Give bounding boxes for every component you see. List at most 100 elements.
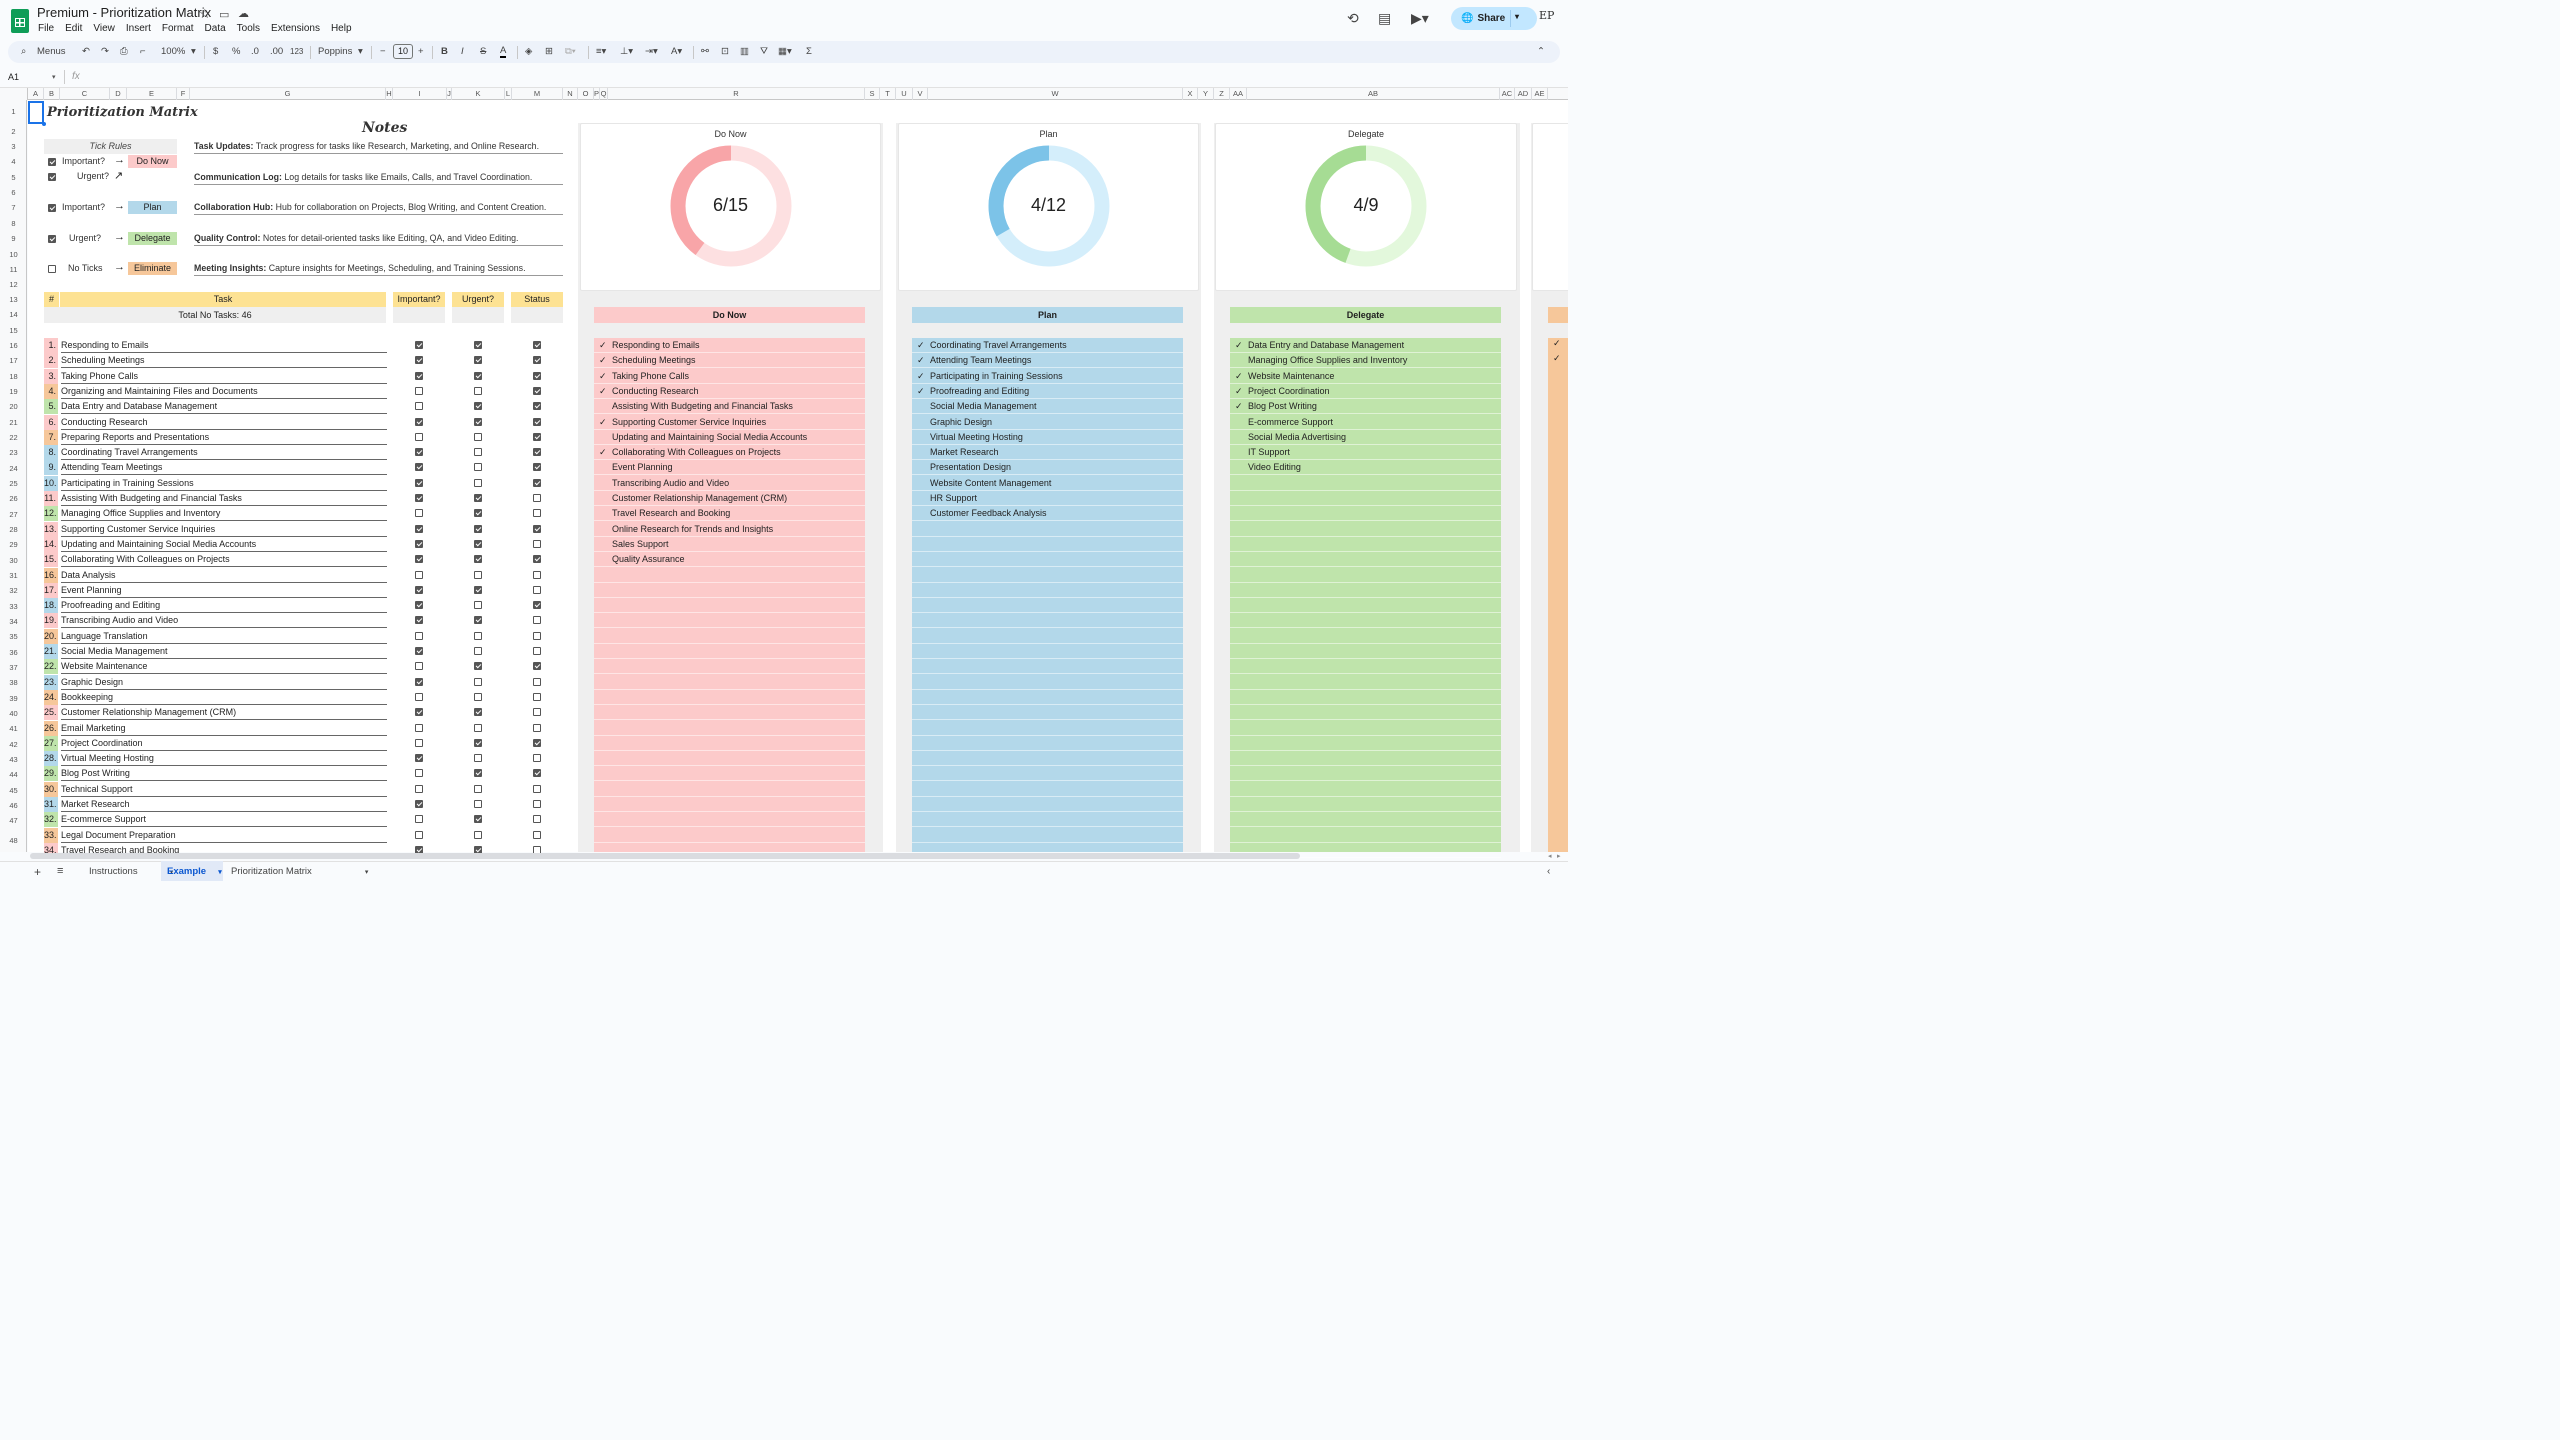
quadrant-list-item[interactable]: Transcribing Audio and Video [594, 476, 865, 491]
quadrant-list-item[interactable]: Event Planning [594, 460, 865, 476]
column-header-q[interactable]: Q [600, 88, 608, 100]
column-header-e[interactable]: E [127, 88, 177, 100]
menu-view[interactable]: View [93, 23, 115, 34]
row-header-32[interactable]: 32 [9, 586, 18, 595]
row-header-17[interactable]: 17 [9, 356, 18, 365]
task-name[interactable]: Conducting Research [61, 415, 387, 430]
filter-views-icon[interactable]: ▦▾ [778, 46, 792, 57]
task-name[interactable]: Organizing and Maintaining Files and Doc… [61, 384, 387, 399]
urgent-checkbox[interactable] [474, 356, 482, 365]
important-checkbox[interactable] [415, 371, 423, 380]
column-header-m[interactable]: M [512, 88, 563, 100]
quadrant-list-item[interactable]: Website Content Management [912, 476, 1183, 491]
important-checkbox[interactable] [415, 417, 423, 426]
status-checkbox[interactable] [533, 601, 541, 610]
version-history-icon[interactable]: ⟲ [1347, 10, 1359, 26]
urgent-checkbox[interactable] [474, 815, 482, 824]
status-checkbox[interactable] [533, 754, 541, 763]
column-header-p[interactable]: P [594, 88, 600, 100]
status-checkbox[interactable] [533, 830, 541, 839]
important-checkbox[interactable] [415, 815, 423, 824]
task-name[interactable]: Graphic Design [61, 675, 387, 690]
row-header-13[interactable]: 13 [9, 295, 18, 304]
status-checkbox[interactable] [533, 539, 541, 548]
urgent-checkbox[interactable] [474, 769, 482, 778]
task-name[interactable]: Bookkeeping [61, 690, 387, 705]
task-name[interactable]: Updating and Maintaining Social Media Ac… [61, 537, 387, 552]
column-header-g[interactable]: G [190, 88, 386, 100]
insert-comment-icon[interactable]: ⊡ [721, 46, 729, 57]
menu-tools[interactable]: Tools [236, 23, 261, 34]
status-checkbox[interactable] [533, 616, 541, 625]
column-headers[interactable]: A B C D E F G H I J K L M N O P Q R S T U V W X Y Z AA AB AC AD AE [0, 87, 1568, 100]
quadrant-list-item[interactable]: ✓ Blog Post Writing [1230, 399, 1501, 415]
text-color-button[interactable]: A [500, 45, 507, 58]
row-header-4[interactable]: 4 [11, 157, 16, 166]
quadrant-list-item[interactable]: Customer Relationship Management (CRM) [594, 491, 865, 506]
row-header-2[interactable]: 2 [11, 127, 16, 136]
important-checkbox[interactable] [415, 784, 423, 793]
status-checkbox[interactable] [533, 769, 541, 778]
status-checkbox[interactable] [533, 692, 541, 701]
important-checkbox[interactable] [415, 754, 423, 763]
quadrant-list-item[interactable]: ✓ Proofreading and Editing [912, 384, 1183, 399]
quadrant-list-item[interactable]: Assisting With Budgeting and Financial T… [594, 399, 865, 415]
sheet-tab-dropdown-icon[interactable]: ▾ [364, 869, 369, 876]
row-header-11[interactable]: 11 [9, 265, 18, 274]
row-header-43[interactable]: 43 [9, 755, 18, 764]
row-header-48[interactable]: 48 [9, 836, 18, 845]
task-name[interactable]: Language Translation [61, 629, 387, 644]
task-name[interactable]: Preparing Reports and Presentations [61, 430, 387, 445]
status-checkbox[interactable] [533, 585, 541, 594]
urgent-checkbox[interactable] [474, 677, 482, 686]
urgent-checkbox[interactable] [474, 616, 482, 625]
quadrant-list-item[interactable]: ✓ Coordinating Travel Arrangements [912, 338, 1183, 353]
urgent-checkbox[interactable] [474, 631, 482, 640]
task-name[interactable]: Taking Phone Calls [61, 369, 387, 384]
row-header-26[interactable]: 26 [9, 494, 18, 503]
important-checkbox[interactable] [415, 494, 423, 502]
menu-insert[interactable]: Insert [125, 23, 151, 34]
comments-icon[interactable]: ▤ [1378, 10, 1392, 26]
row-header-35[interactable]: 35 [9, 632, 18, 641]
quadrant-list-item[interactable]: ✓ Project Coordination [1230, 384, 1501, 399]
column-header-j[interactable]: J [447, 88, 452, 100]
urgent-checkbox[interactable] [474, 524, 482, 533]
print-icon[interactable]: ⎙ [120, 46, 128, 57]
row-header-7[interactable]: 7 [11, 203, 16, 212]
menu-edit[interactable]: Edit [65, 23, 83, 34]
urgent-checkbox[interactable] [474, 386, 482, 395]
urgent-checkbox[interactable] [474, 830, 482, 839]
important-checkbox[interactable] [415, 524, 423, 533]
urgent-checkbox[interactable] [474, 570, 482, 579]
percent-format-button[interactable]: % [232, 46, 241, 57]
increase-font-size-icon[interactable]: + [418, 46, 424, 57]
horizontal-align-icon[interactable]: ≡▾ [596, 46, 607, 57]
column-header-z[interactable]: Z [1214, 88, 1230, 100]
important-checkbox[interactable] [415, 800, 423, 808]
task-name[interactable]: Participating in Training Sessions [61, 476, 387, 491]
scroll-left-icon[interactable]: ◂ [1548, 853, 1552, 860]
row-header-20[interactable]: 20 [9, 402, 18, 411]
important-checkbox[interactable] [415, 677, 423, 686]
status-checkbox[interactable] [533, 478, 541, 487]
task-name[interactable]: Customer Relationship Management (CRM) [61, 705, 387, 721]
sheet-tab-prioritization-matrix[interactable]: Prioritization Matrix [231, 866, 312, 877]
important-checkbox[interactable] [415, 539, 423, 548]
row-header-33[interactable]: 33 [9, 602, 18, 611]
zoom-dropdown-icon[interactable]: ▾ [191, 46, 196, 57]
task-name[interactable]: Legal Document Preparation [61, 828, 387, 843]
column-header-a[interactable]: A [28, 88, 44, 100]
tick-rule-checkbox[interactable] [48, 235, 56, 243]
quadrant-list-item[interactable]: Online Research for Trends and Insights [594, 522, 865, 537]
important-checkbox[interactable] [415, 570, 423, 579]
task-name[interactable]: Assisting With Budgeting and Financial T… [61, 491, 387, 506]
menu-help[interactable]: Help [330, 23, 352, 34]
share-dropdown-icon[interactable]: ▾ [1515, 12, 1520, 21]
important-checkbox[interactable] [415, 769, 423, 778]
status-checkbox[interactable] [533, 555, 541, 564]
borders-icon[interactable]: ⊞ [545, 46, 553, 57]
sheet-tab-dropdown-icon[interactable]: ▾ [218, 869, 222, 876]
column-header-o[interactable]: O [578, 88, 594, 100]
status-checkbox[interactable] [533, 784, 541, 793]
